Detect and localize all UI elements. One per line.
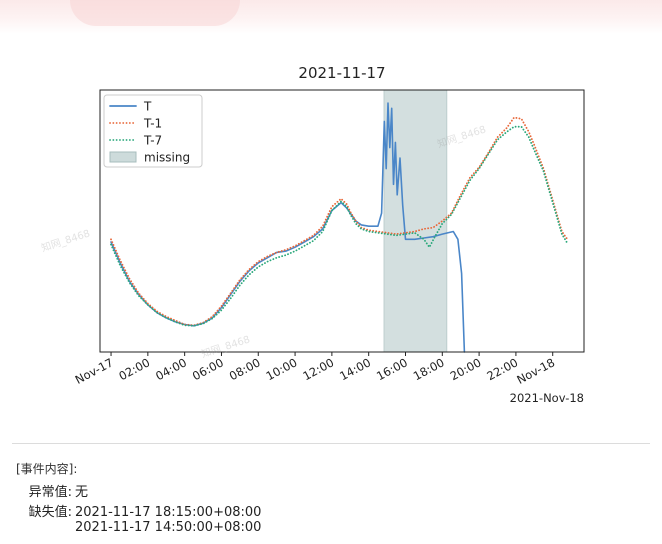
x-tick-label: 12:00 [300,355,336,383]
x-tick-label: 02:00 [116,355,152,383]
missing-span [383,89,448,353]
missing-row: 缺失值: 2021-11-17 18:15:00+08:00 [18,501,262,520]
missing-row-2: 2021-11-17 14:50:00+08:00 [18,520,261,535]
x-tick-label: 22:00 [484,355,520,383]
chart-title: 2021-11-17 [298,64,386,82]
x-tick-label: 08:00 [227,355,263,383]
anomaly-label: 异常值: [28,485,72,500]
legend-label: T [143,100,152,114]
x-tick-label: 10:00 [264,355,300,383]
missing-value: 2021-11-17 18:15:00+08:00 [75,505,262,520]
x-tick-label: Nov-17 [73,355,116,387]
x-tick-label: 04:00 [153,355,189,383]
x-tick-label: 16:00 [374,355,410,383]
top-blur-strip [0,0,662,34]
legend-swatch [109,151,137,163]
legend-box [103,94,203,168]
x-tick-label: 18:00 [411,355,447,383]
x-tick-label: 14:00 [337,355,373,383]
x-offset-label: 2021-Nov-18 [510,391,584,405]
event-heading: [事件内容]: [16,462,78,476]
line-chart: Nov-17 02:00 04:00 06:00 08:00 10:00 12:00 14:0… [73,89,585,405]
x-tick-label: 06:00 [190,355,226,383]
x-tick-label: Nov-18 [514,355,557,387]
plot-frame [99,89,585,353]
blurred-header-shape [70,0,240,26]
missing-label: 缺失值: [28,505,72,520]
legend-label: missing [144,151,190,165]
missing-value: 2021-11-17 14:50:00+08:00 [75,520,262,535]
legend-label: T-1 [143,117,162,131]
x-tick-label: 20:00 [448,355,484,383]
anomaly-row: 异常值: 无 [18,481,88,500]
section-divider [12,443,650,444]
legend-label: T-7 [143,134,162,148]
anomaly-value: 无 [75,485,89,500]
